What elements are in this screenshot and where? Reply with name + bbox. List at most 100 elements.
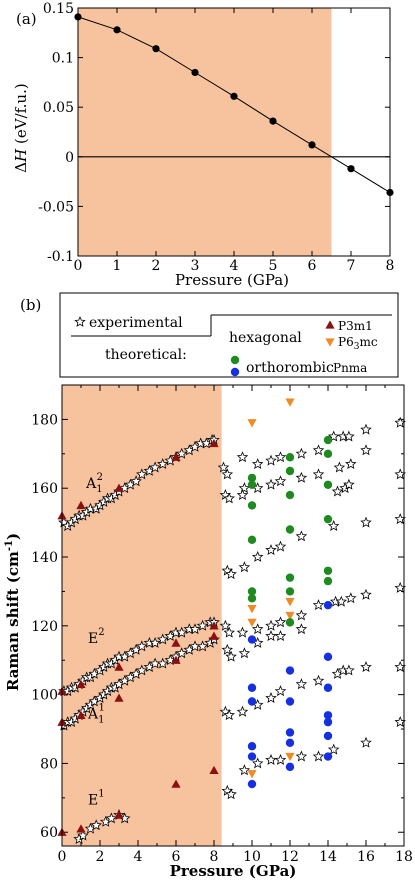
- data-point-p3m1: [114, 693, 124, 702]
- data-point-experimental: [274, 753, 287, 765]
- y-tick-label: 0.05: [43, 100, 74, 116]
- x-tick-label: 6: [172, 849, 181, 865]
- x-tick-label: 12: [281, 849, 299, 865]
- mode-label-base: A: [87, 707, 99, 723]
- data-point-experimental: [236, 451, 249, 463]
- panel-a-frame: [77, 7, 391, 257]
- legend-marker-p63mc: [325, 338, 335, 347]
- x-tick-label: 1: [113, 258, 122, 274]
- x-tick-label: 8: [386, 258, 395, 274]
- data-point-experimental: [221, 468, 234, 480]
- data-point-experimental: [312, 750, 325, 762]
- mode-label-base: A: [85, 476, 97, 492]
- legend-p63mc-label: P63mc: [338, 335, 378, 352]
- panel-a-y-axis-label-delta: Δ: [12, 162, 30, 173]
- data-point-pnma: [247, 635, 257, 644]
- data-point-experimental: [274, 540, 287, 552]
- data-point-experimental: [360, 516, 372, 528]
- data-point-p6-3mc: [285, 752, 295, 762]
- mode-label-base: E: [88, 631, 98, 647]
- data-point-experimental: [217, 461, 230, 473]
- data-point-pnma: [323, 711, 333, 720]
- legend-star-marker: [74, 315, 86, 327]
- data-point-experimental: [90, 819, 102, 831]
- mode-label: E2: [88, 627, 105, 647]
- mode-label-sup: 1: [99, 703, 105, 714]
- data-point-pnma: [247, 683, 257, 692]
- data-point-experimental: [274, 685, 287, 697]
- x-tick-label: 3: [191, 258, 200, 274]
- data-point-p6-3mc: [247, 770, 257, 779]
- data-point-experimental: [360, 423, 372, 435]
- panel-a-y-axis-label-h: H: [12, 148, 30, 163]
- data-point-pnma: [323, 600, 333, 610]
- x-tick-label: 0: [58, 849, 67, 865]
- data-point-p3m1: [114, 662, 124, 671]
- data-point-hexagonal-green: [247, 480, 257, 489]
- x-tick-label: 10: [243, 849, 261, 865]
- data-point-experimental: [236, 626, 249, 638]
- data-point-p3m1: [209, 765, 219, 774]
- data-point-experimental: [360, 661, 372, 672]
- data-point-experimental: [136, 468, 148, 480]
- data-point-pnma: [323, 683, 333, 692]
- data-point-experimental: [295, 447, 308, 459]
- panel-a-y-axis-label: ΔH (eV/f.u.): [12, 83, 30, 172]
- legend-blue-circle-marker: [230, 367, 240, 377]
- data-point-experimental: [360, 588, 372, 600]
- panel-b-frame: [61, 384, 405, 847]
- data-point: [113, 26, 121, 34]
- data-point-experimental: [295, 471, 308, 483]
- data-point-experimental: [360, 444, 372, 456]
- data-point-hexagonal-green: [285, 573, 295, 582]
- data-point-experimental: [223, 492, 235, 504]
- data-point: [152, 45, 160, 53]
- data-point-experimental: [345, 458, 357, 470]
- data-point-experimental: [265, 630, 277, 642]
- x-tick-label: 14: [319, 849, 337, 865]
- data-point-p3m1: [171, 655, 181, 664]
- panel-a-x-axis-label: Pressure (GPa): [175, 271, 289, 289]
- data-point-experimental: [345, 592, 357, 604]
- data-point-experimental: [265, 692, 277, 703]
- x-tick-label: 4: [230, 258, 239, 274]
- legend: experimental theoretical: hexagonal P3m1…: [59, 292, 399, 378]
- data-point-hexagonal-green: [285, 466, 295, 476]
- data-point-experimental: [343, 430, 355, 442]
- data-point-hexagonal-green: [323, 435, 333, 445]
- data-point-experimental: [156, 458, 169, 470]
- panel-b-y-axis-label: Raman shift (cm-1): [4, 533, 22, 691]
- data-point-pnma: [247, 779, 257, 789]
- legend-marker-hexagonal-green: [230, 355, 240, 365]
- data-point-hexagonal-green: [247, 535, 257, 545]
- y-tick-label: 0: [65, 150, 74, 166]
- legend-triangle-down-marker: [325, 338, 335, 347]
- x-tick-label: 7: [347, 258, 356, 274]
- data-point-p3m1: [76, 710, 86, 719]
- data-point: [347, 165, 355, 173]
- data-point-pnma: [285, 738, 295, 747]
- y-tick-label: 120: [31, 619, 58, 635]
- data-point-experimental: [219, 619, 232, 631]
- y-tick-label: 60: [40, 825, 58, 841]
- x-tick-label: 18: [395, 849, 413, 865]
- data-point-experimental: [175, 647, 188, 659]
- panel-b-shaded-region: [62, 385, 222, 846]
- y-tick-label: -0.1: [47, 249, 74, 265]
- data-point-experimental: [175, 447, 188, 459]
- data-point-experimental: [312, 674, 325, 686]
- data-point: [308, 141, 316, 149]
- data-point-experimental: [77, 829, 89, 841]
- data-point-experimental: [265, 544, 277, 556]
- data-point-hexagonal-green: [247, 501, 257, 510]
- data-point-p3m1: [76, 824, 86, 833]
- legend-triangle-up-marker: [325, 320, 335, 329]
- panel-b: (b) experimental theoretical: hexagonal …: [4, 292, 413, 880]
- legend-p3m1-label: P3m1: [338, 319, 373, 333]
- data-point-p6-3mc: [285, 398, 295, 407]
- y-tick-label: -0.05: [38, 199, 74, 215]
- legend-orthorombic-label: orthorombic: [246, 360, 334, 376]
- data-point-experimental: [238, 561, 251, 573]
